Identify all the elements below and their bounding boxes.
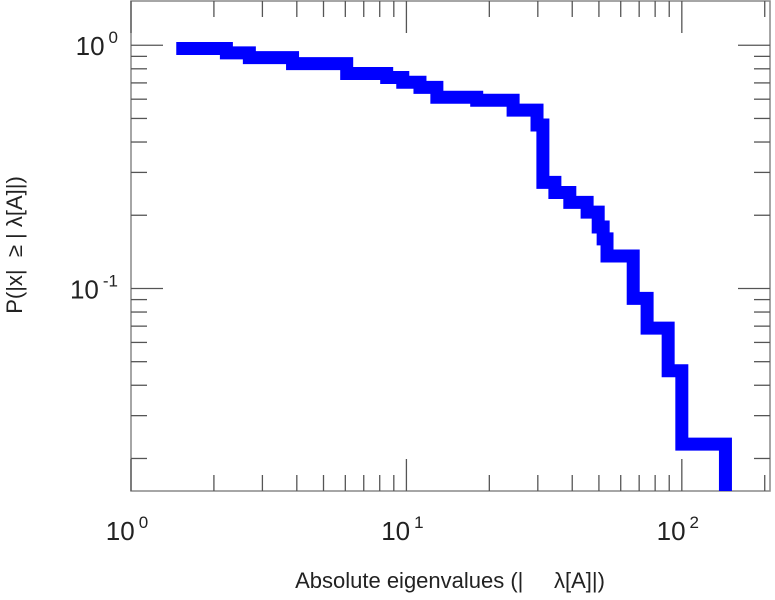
series-group — [176, 41, 732, 491]
x-axis-label: Absolute eigenvalues (| λ[A]|) — [295, 568, 605, 593]
axis-ticks — [130, 1, 770, 491]
tick-labels: 10 0 10 1 10 2 10 0 10 -1 — [70, 28, 699, 546]
plot-frame — [130, 0, 771, 492]
y-tick-label: 10 -1 — [70, 271, 118, 304]
ccdf-step-line — [176, 41, 732, 491]
x-tick-label: 10 1 — [381, 513, 423, 546]
y-tick-label: 10 0 — [76, 28, 118, 61]
y-axis-label: P(|x| ≥ | λ[A]|) — [2, 176, 27, 314]
x-tick-label: 10 2 — [657, 513, 699, 546]
x-tick-label: 10 0 — [106, 513, 148, 546]
